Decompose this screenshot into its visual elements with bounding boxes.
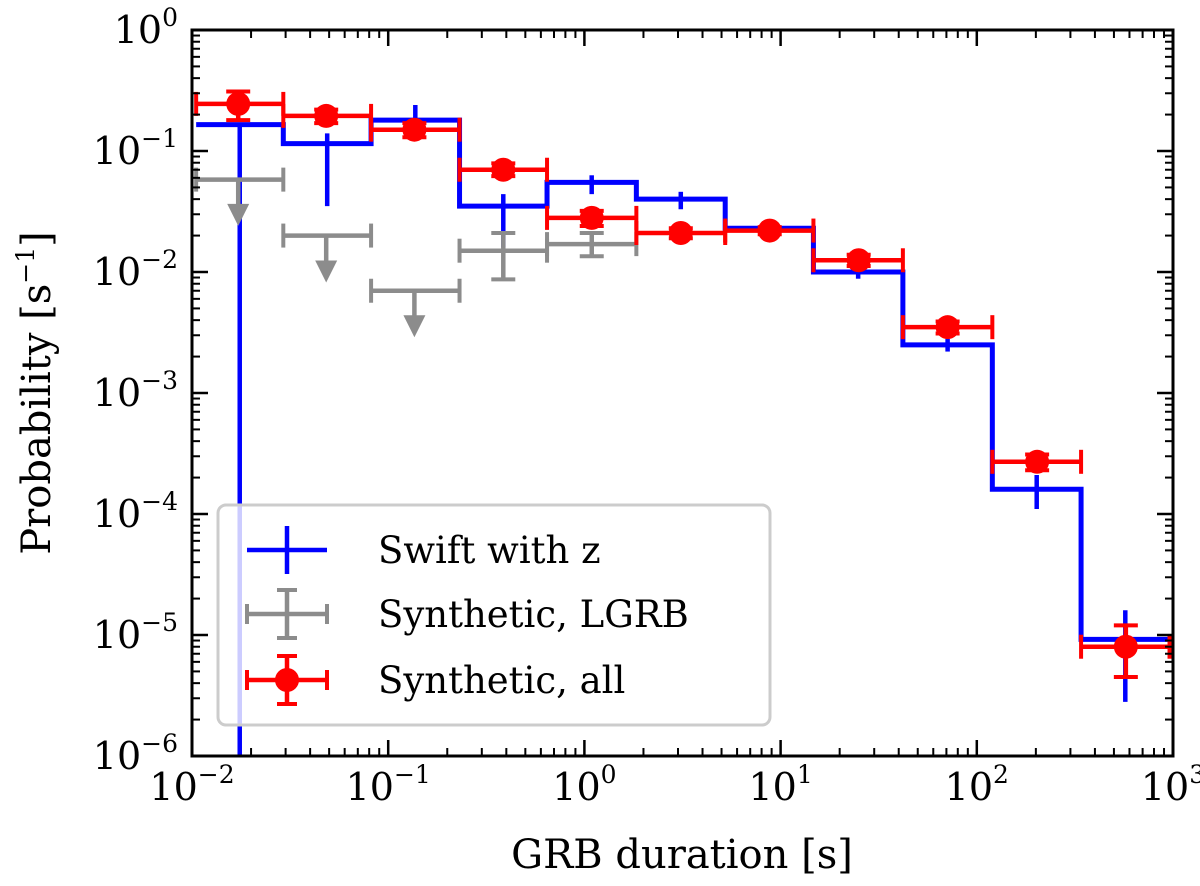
x-tick-label: 10−2 [149, 760, 234, 809]
y-axis-label-close: ] [14, 231, 60, 247]
synthetic-all-point [402, 117, 427, 142]
x-tick-label: 103 [1141, 760, 1200, 809]
x-tick-label-exponent: −1 [394, 760, 431, 789]
y-axis-label-exponent: −1 [11, 247, 40, 284]
x-tick-label-base: 10 [552, 765, 600, 809]
y-tick-label-base: 10 [93, 371, 141, 415]
synthetic-all-point [314, 103, 339, 128]
legend-entries: Swift with z Synthetic, LGRB Synthetic, al… [245, 526, 689, 706]
x-tick-label-exponent: −2 [198, 760, 235, 789]
y-tick-label-exponent: −6 [141, 729, 178, 758]
axis-ticks [190, 28, 1175, 758]
y-tick-label-exponent: −1 [141, 124, 178, 153]
synthetic-all-point [1025, 449, 1050, 474]
y-tick-label-base: 10 [93, 492, 141, 536]
y-tick-label-exponent: 0 [162, 3, 178, 32]
x-tick-label: 10−1 [346, 760, 431, 809]
lgrb-upper-limit-arrow [315, 260, 338, 283]
synthetic-all-point [757, 218, 782, 243]
y-axis-label-text: Probability [s [14, 284, 60, 555]
y-tick-label-base: 10 [93, 734, 141, 778]
y-tick-label: 100 [114, 3, 178, 52]
y-tick-label: 10−1 [93, 124, 178, 173]
x-tick-label-base: 10 [149, 765, 197, 809]
legend: Swift with z Synthetic, LGRB Synthetic, al… [216, 503, 772, 727]
x-tick-label: 101 [748, 760, 812, 809]
x-axis-label: GRB duration [s] [511, 832, 853, 878]
x-tick-label-base: 10 [346, 765, 394, 809]
lgrb-upper-limit-arrow [227, 203, 250, 226]
y-tick-label-base: 10 [93, 613, 141, 657]
y-tick-label-base: 10 [114, 8, 162, 52]
synthetic-all-point [491, 157, 516, 182]
x-tick-label-exponent: 1 [797, 760, 813, 789]
y-tick-label-exponent: −5 [141, 608, 178, 637]
legend-frame [216, 503, 772, 727]
x-tick-label-exponent: 2 [993, 760, 1009, 789]
synthetic-all-point [579, 205, 604, 230]
legend-entry: Swift with z [247, 526, 601, 574]
y-tick-label: 10−4 [93, 487, 178, 536]
x-tick-label-exponent: 3 [1189, 760, 1200, 789]
y-tick-label-exponent: −2 [141, 245, 178, 274]
legend-entry: Synthetic, all [245, 654, 625, 706]
x-tick-label-base: 10 [945, 765, 993, 809]
synthetic-all-point [846, 248, 871, 273]
x-tick-label: 100 [552, 760, 616, 809]
y-tick-label-base: 10 [93, 129, 141, 173]
y-tick-label: 10−5 [93, 608, 178, 657]
y-tick-label: 10−6 [93, 729, 178, 778]
legend-entry: Synthetic, LGRB [245, 588, 689, 640]
x-tick-label-exponent: 0 [601, 760, 617, 789]
y-tick-label: 10−3 [93, 366, 178, 415]
legend-label: Synthetic, all [378, 659, 625, 702]
synthetic-all-point [668, 221, 693, 246]
legend-label: Swift with z [378, 529, 601, 572]
lgrb-upper-limit-arrow [403, 315, 426, 338]
x-tick-label: 102 [945, 760, 1009, 809]
x-tick-label-base: 10 [1141, 765, 1189, 809]
y-axis-label: Probability [s−1] [11, 231, 60, 555]
y-tick-label-exponent: −4 [141, 487, 178, 516]
legend-marker [275, 668, 299, 692]
tick-labels: 10−2 10−1 100 101 102 10310−610−510−410−310−2… [93, 3, 1200, 809]
legend-label: Synthetic, LGRB [378, 593, 689, 636]
x-tick-label-base: 10 [748, 765, 796, 809]
synthetic-all-point [1113, 634, 1138, 659]
synthetic-all-point [226, 91, 251, 116]
y-tick-label: 10−2 [93, 245, 178, 294]
plot-data [194, 89, 1172, 756]
y-tick-label-exponent: −3 [141, 366, 178, 395]
y-tick-label-base: 10 [93, 250, 141, 294]
synthetic-all-point [935, 315, 960, 340]
